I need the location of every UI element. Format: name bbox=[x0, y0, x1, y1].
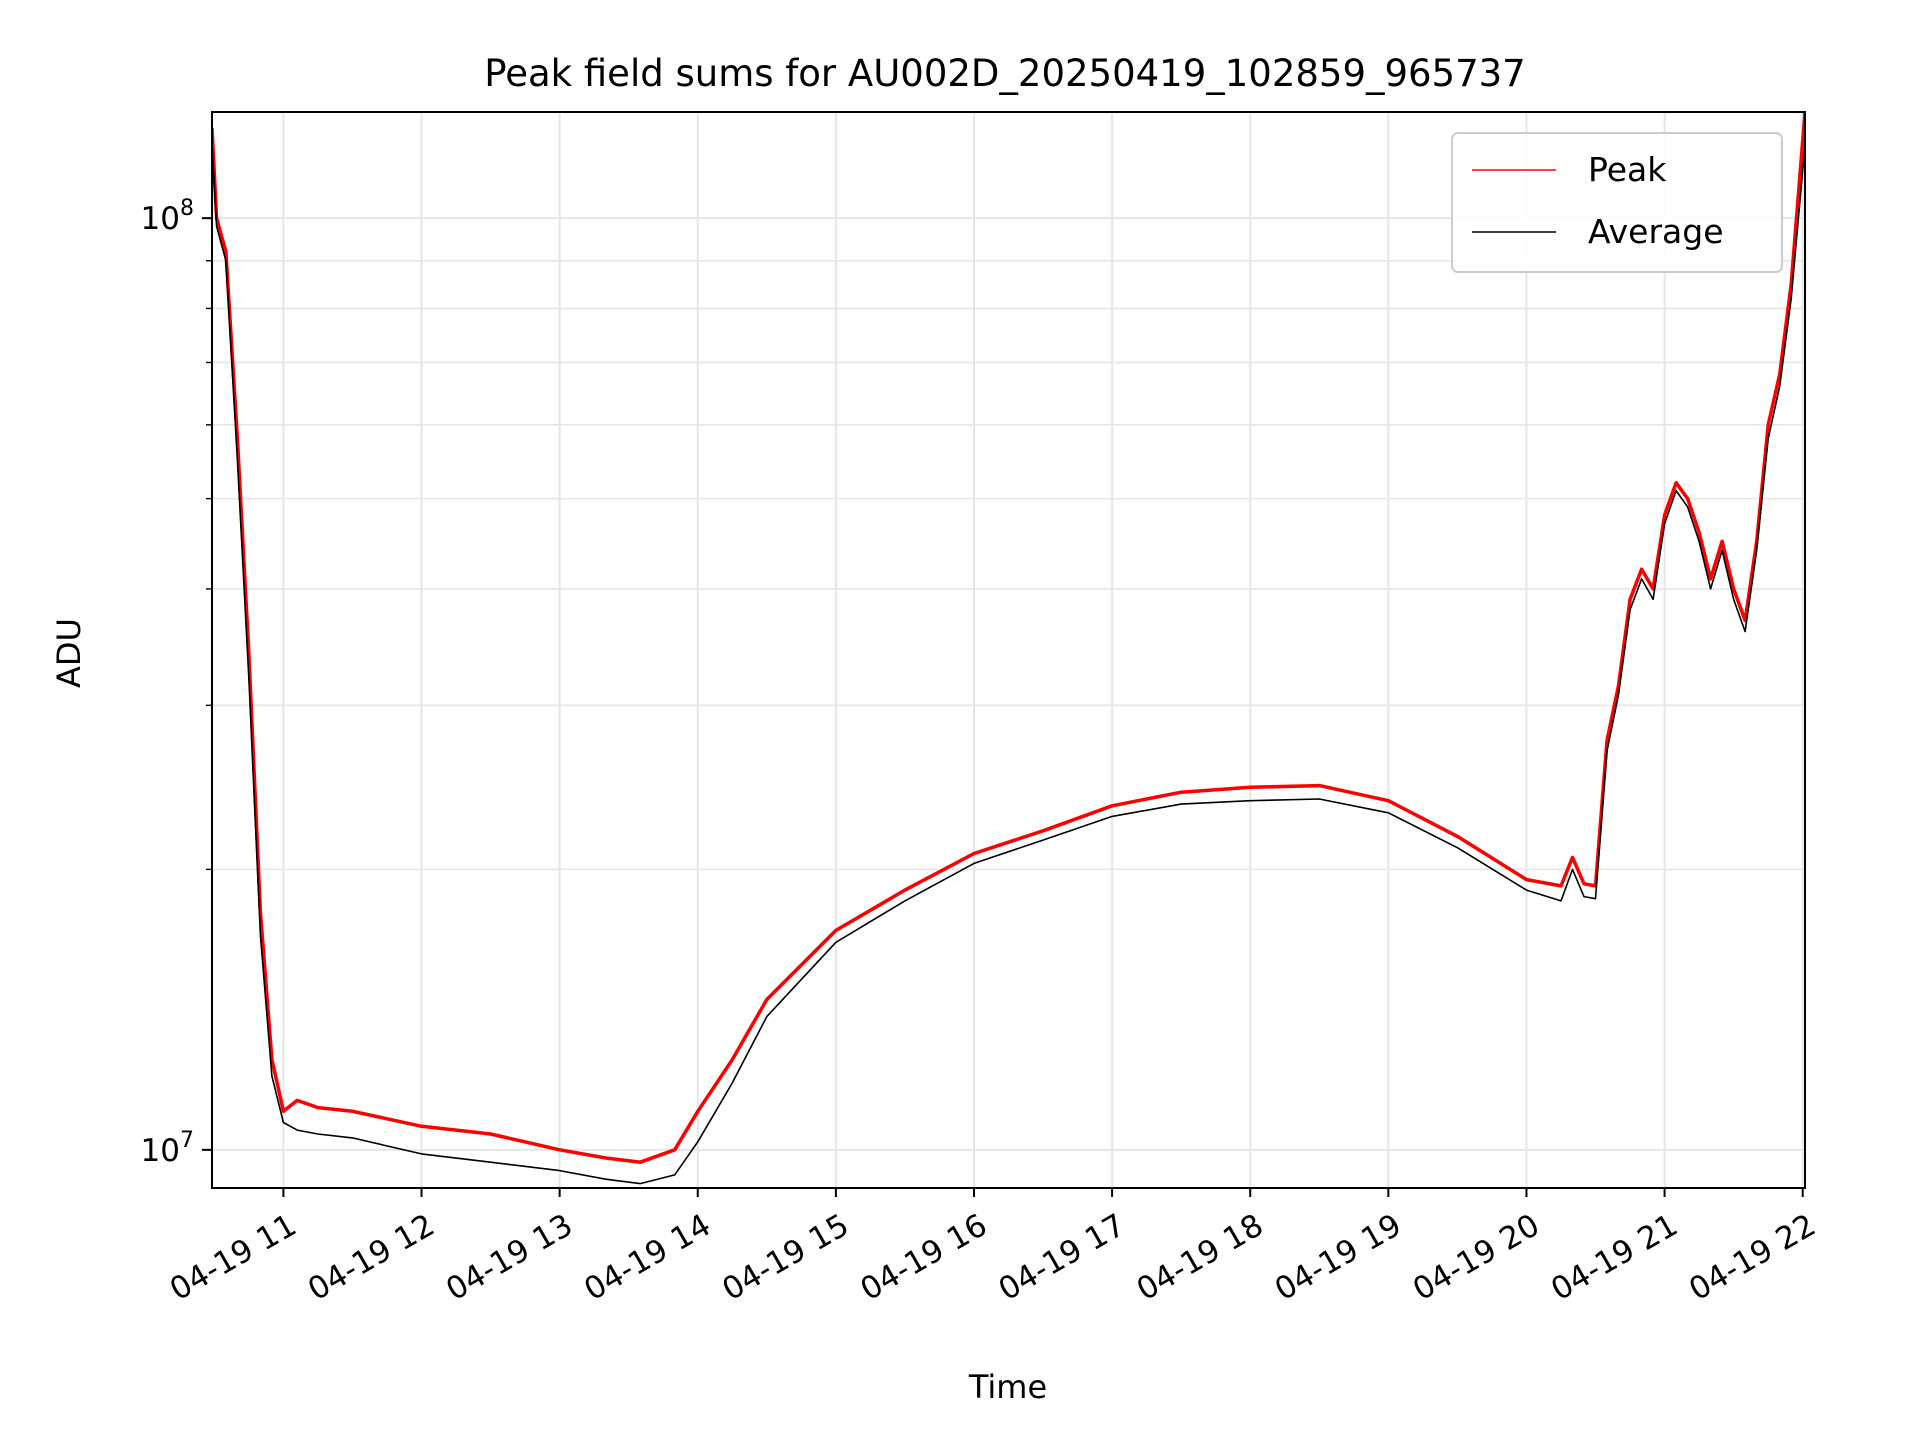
series-layer bbox=[212, 112, 1805, 1185]
y-axis: 107 108 bbox=[141, 196, 212, 1169]
legend-label-average: Average bbox=[1588, 212, 1724, 251]
y-tick-label: 107 bbox=[141, 1128, 194, 1169]
chart-title: Peak field sums for AU002D_20250419_1028… bbox=[484, 52, 1525, 95]
x-axis-label: Time bbox=[968, 1368, 1047, 1406]
series-line-peak bbox=[212, 112, 1805, 1164]
y-axis-label: ADU bbox=[50, 618, 88, 688]
series-line-average bbox=[212, 144, 1805, 1185]
legend: Peak Average bbox=[1451, 132, 1783, 273]
legend-box bbox=[1451, 132, 1783, 273]
plot-area-frame bbox=[211, 111, 1806, 1189]
y-tick-label: 108 bbox=[141, 196, 194, 237]
legend-label-peak: Peak bbox=[1588, 150, 1667, 189]
grid-lines bbox=[212, 112, 1805, 1188]
